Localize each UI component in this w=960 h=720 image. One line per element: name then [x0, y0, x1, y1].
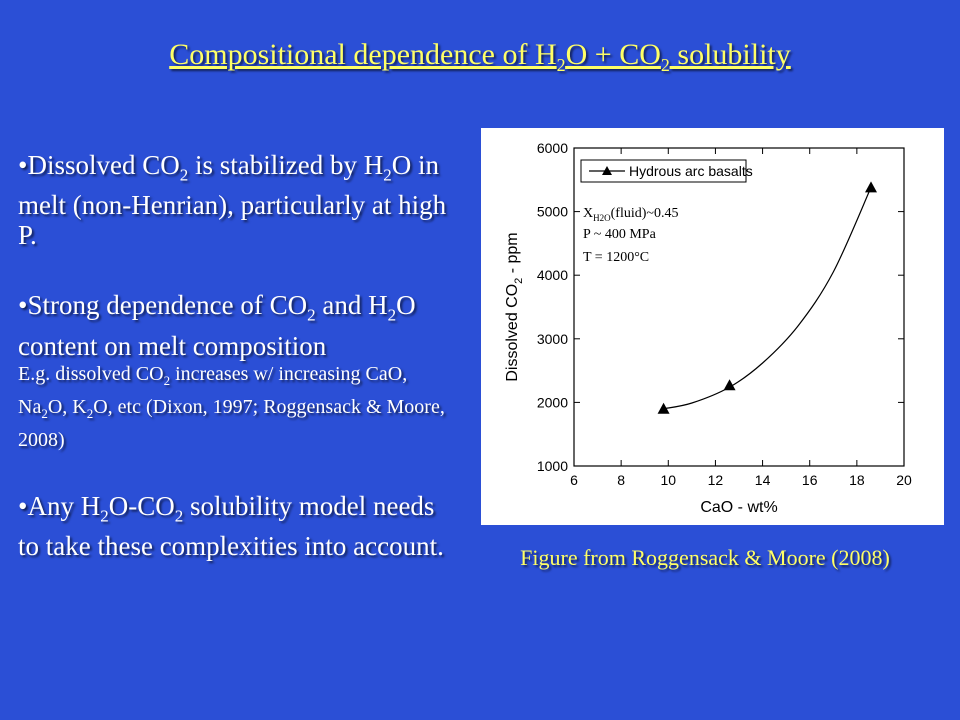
y-axis: 1000 2000 3000 4000 5000 6000 — [537, 140, 904, 474]
chart-figure: 1000 2000 3000 4000 5000 6000 6 8 10 12 14 16 18 20 … — [481, 128, 944, 525]
y-tick-label: 6000 — [537, 140, 568, 156]
y-axis-title: Dissolved CO2 - ppm — [504, 232, 525, 381]
y-tick-label: 2000 — [537, 394, 568, 410]
legend-box — [580, 159, 747, 183]
bullet-item: •Dissolved CO2 is stabilized by H2O in m… — [18, 150, 447, 251]
x-tick-label: 6 — [570, 472, 578, 488]
legend-label: Hydrous arc basalts — [629, 163, 753, 179]
annotation-xh2o: XH2O(fluid)~0.45 — [583, 206, 678, 223]
conditions-annotation: XH2O(fluid)~0.45 P ~ 400 MPa T = 1200°C — [583, 206, 678, 265]
x-tick-label: 16 — [802, 472, 818, 488]
data-points — [657, 181, 877, 414]
bullet-item: •Strong dependence of CO2 and H2O conten… — [18, 290, 416, 361]
x-tick-label: 20 — [896, 472, 912, 488]
annotation-temperature: T = 1200°C — [583, 250, 649, 265]
y-tick-label: 4000 — [537, 267, 568, 283]
figure-caption: Figure from Roggensack & Moore (2008) — [520, 545, 890, 570]
y-tick-label: 5000 — [537, 204, 568, 220]
x-axis-title: CaO - wt% — [700, 499, 777, 516]
data-point — [657, 402, 670, 414]
data-point — [723, 379, 736, 391]
x-tick-label: 8 — [617, 472, 625, 488]
x-tick-label: 18 — [849, 472, 865, 488]
x-axis: 6 8 10 12 14 16 18 20 — [570, 148, 912, 488]
y-tick-label: 3000 — [537, 331, 568, 347]
legend-marker — [602, 166, 612, 175]
x-tick-label: 10 — [660, 472, 676, 488]
fit-curve — [663, 187, 872, 410]
bullet-item: •Any H2O-CO2 solubility model needs to t… — [18, 490, 444, 562]
data-point — [865, 181, 877, 193]
sub-bullet: E.g. dissolved CO2 increases w/ increasi… — [18, 362, 445, 451]
legend: Hydrous arc basalts — [580, 159, 753, 183]
bullet-list: •Dissolved CO2 is stabilized by H2O in m… — [18, 150, 458, 561]
x-tick-label: 14 — [755, 472, 771, 488]
annotation-pressure: P ~ 400 MPa — [583, 227, 657, 242]
x-tick-label: 12 — [708, 472, 724, 488]
plot-frame — [573, 147, 905, 467]
slide-title: Compositional dependence of H2O + CO2 so… — [169, 38, 791, 75]
y-tick-label: 1000 — [537, 458, 568, 474]
